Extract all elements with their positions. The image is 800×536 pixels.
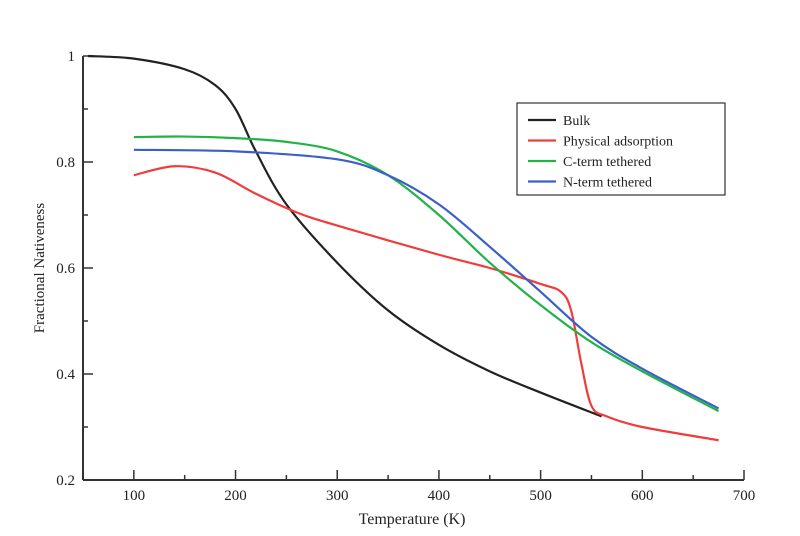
x-tick-label: 200 xyxy=(224,488,247,504)
series-lines xyxy=(88,54,720,442)
axes: 100 200 300 400 500 600 700 0.2 0.4 0.6 0.8 1 xyxy=(56,49,755,504)
series-line-bulk xyxy=(88,54,603,418)
x-tick-label: 500 xyxy=(529,488,552,504)
x-tick-label: 300 xyxy=(326,488,349,504)
series-line-n-term-tethered xyxy=(133,148,720,410)
x-axis-label: Temperature (K) xyxy=(359,511,466,528)
series-line-c-term-tethered xyxy=(133,135,720,413)
x-tick-label: 600 xyxy=(631,488,654,504)
y-axis-label: Fractional Nativeness xyxy=(32,203,48,334)
series-line-physical-adsorption xyxy=(133,165,719,442)
y-tick-label: 0.2 xyxy=(56,473,75,489)
x-tick-label: 100 xyxy=(123,488,146,504)
y-tick-label: 1 xyxy=(68,49,76,65)
y-tick-label: 0.6 xyxy=(56,261,75,277)
x-tick-label: 700 xyxy=(733,488,756,504)
y-tick-label: 0.8 xyxy=(56,155,75,171)
legend-label: C-term tethered xyxy=(563,155,651,170)
x-tick-label: 400 xyxy=(428,488,451,504)
legend-label: Physical adsorption xyxy=(563,135,673,150)
legend-label: N-term tethered xyxy=(563,176,652,191)
legend-label: Bulk xyxy=(563,114,590,129)
y-tick-label: 0.4 xyxy=(56,367,75,383)
legend-box xyxy=(516,102,726,196)
legend: Bulk Physical adsorption C-term tethered N-… xyxy=(516,102,726,196)
